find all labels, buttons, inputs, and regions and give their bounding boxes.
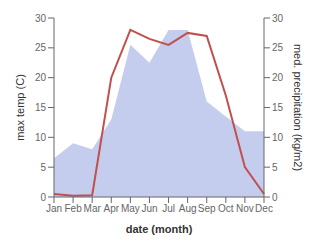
svg-text:20: 20 — [272, 72, 284, 83]
svg-text:10: 10 — [272, 132, 284, 143]
svg-text:Apr: Apr — [103, 203, 119, 214]
svg-text:Mar: Mar — [84, 203, 102, 214]
svg-text:Feb: Feb — [64, 203, 82, 214]
svg-text:Oct: Oct — [218, 203, 234, 214]
svg-text:max temp (C): max temp (C) — [14, 74, 26, 141]
svg-text:15: 15 — [35, 102, 47, 113]
svg-text:30: 30 — [272, 13, 284, 24]
svg-text:Sep: Sep — [198, 203, 216, 214]
svg-text:30: 30 — [35, 13, 47, 24]
svg-text:5: 5 — [272, 162, 278, 173]
svg-text:0: 0 — [272, 192, 278, 203]
svg-text:Nov: Nov — [236, 203, 254, 214]
svg-text:25: 25 — [35, 42, 47, 53]
svg-text:Aug: Aug — [179, 203, 197, 214]
svg-text:date (month): date (month) — [126, 223, 193, 235]
svg-text:5: 5 — [40, 162, 46, 173]
svg-text:Dec: Dec — [255, 203, 273, 214]
svg-text:Jan: Jan — [46, 203, 62, 214]
svg-text:25: 25 — [272, 42, 284, 53]
svg-text:Jul: Jul — [162, 203, 175, 214]
svg-text:med. precipitation (kg/m2): med. precipitation (kg/m2) — [292, 44, 304, 171]
svg-text:Jun: Jun — [141, 203, 157, 214]
svg-text:0: 0 — [40, 192, 46, 203]
svg-text:May: May — [121, 203, 140, 214]
svg-text:15: 15 — [272, 102, 284, 113]
svg-text:10: 10 — [35, 132, 47, 143]
svg-text:20: 20 — [35, 72, 47, 83]
